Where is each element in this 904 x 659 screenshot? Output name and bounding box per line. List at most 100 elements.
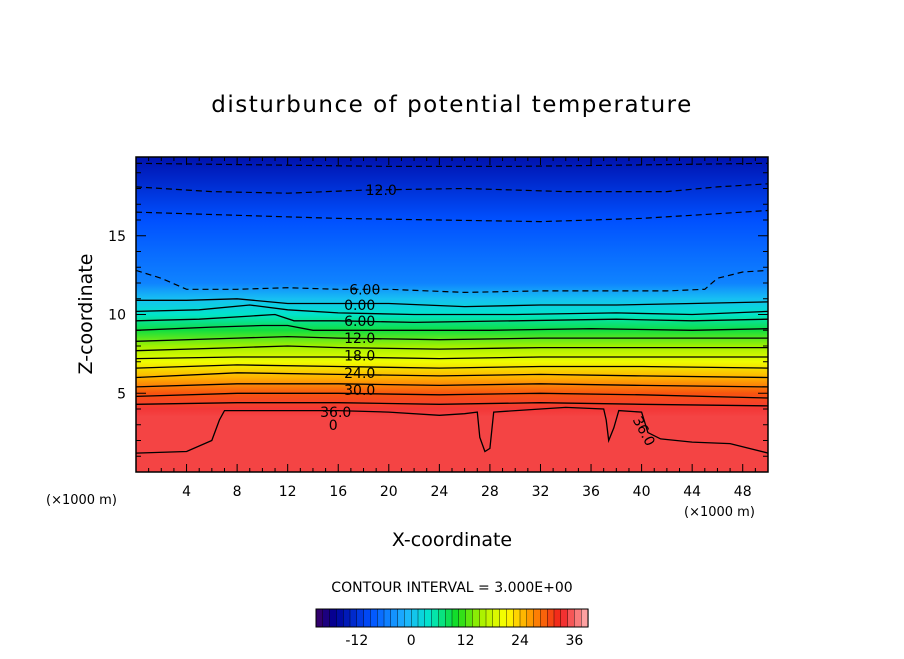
x-unit-left: (×1000 m) (46, 493, 117, 508)
colorbar-swatch (581, 608, 589, 628)
colorbar-swatch (397, 608, 406, 628)
contour-label: 36.0 (320, 405, 351, 421)
colorbar-swatch (540, 608, 548, 628)
colorbar-swatch (492, 608, 501, 628)
contour-label-text: 0.00 (344, 298, 375, 314)
colorbar-swatch (499, 608, 508, 628)
colorbar-swatch (356, 608, 365, 628)
colorbar-swatch (370, 608, 378, 628)
colorbar-tick-label: 12 (457, 633, 475, 649)
contour-line (136, 406, 768, 454)
x-tick-label: 28 (481, 484, 499, 500)
colorbar-tick-label: -12 (345, 633, 368, 649)
contour-line (136, 324, 768, 331)
contour-label-text: 36.0 (320, 405, 351, 421)
contour-label: 0 (329, 418, 338, 434)
contour-label: 18.0 (344, 348, 375, 364)
contour-line (136, 335, 768, 342)
y-axis-ticks: 5 10 15 (108, 172, 768, 457)
colorbar-swatch (458, 608, 467, 628)
contour-line (136, 383, 768, 388)
colorbar-swatch (417, 608, 426, 628)
contour-line (136, 402, 768, 407)
colorbar-swatch (390, 608, 399, 628)
colorbar-swatch (336, 608, 344, 628)
contour-line (136, 372, 768, 379)
y-tick-label: 5 (117, 386, 126, 402)
contour-label: 24.0 (344, 366, 375, 382)
x-tick-label: 48 (734, 484, 752, 500)
x-tick-label: 36 (582, 484, 600, 500)
colorbar-swatch (404, 608, 412, 628)
contour-label-text: 6.00 (344, 314, 375, 330)
colorbar-swatch (431, 608, 440, 628)
contour-line (136, 356, 768, 360)
colorbar-swatch (472, 608, 480, 628)
contour-label-text: 0 (329, 418, 338, 434)
contour-line (136, 298, 768, 308)
contour-label-text: 24.0 (344, 366, 375, 382)
contour-line (136, 392, 768, 399)
contour-line (136, 304, 768, 316)
colorbar-swatch (315, 608, 324, 628)
colorbar-ticks: -12 0 12 24 36 (345, 633, 583, 649)
colorbar-swatch (519, 608, 528, 628)
contour-line (136, 209, 768, 223)
colorbar-swatch (383, 608, 392, 628)
colorbar-swatch (506, 608, 514, 628)
contour-label-text: 18.0 (344, 348, 375, 364)
contour-label: 6.00 (344, 314, 375, 330)
colorbar-swatch (465, 608, 474, 628)
x-tick-label: 8 (233, 484, 242, 500)
contour-label-text: 12.0 (344, 331, 375, 347)
colorbar-swatch (438, 608, 446, 628)
contour-label: 30.0 (344, 383, 375, 399)
colorbar-swatch (349, 608, 358, 628)
x-tick-label: 16 (329, 484, 347, 500)
colorbar (315, 608, 589, 628)
contour-label-text: 6.00 (349, 282, 380, 298)
contour-interval-text: CONTOUR INTERVAL = 3.000E+00 (331, 580, 572, 596)
contour-label: 12.0 (366, 183, 397, 199)
x-tick-label: 44 (683, 484, 701, 500)
contour-line (136, 183, 768, 194)
colorbar-frame (315, 608, 589, 628)
chart-title: disturbunce of potential temperature (211, 92, 693, 118)
y-tick-label: 15 (108, 229, 126, 245)
colorbar-swatch (322, 608, 331, 628)
colorbar-swatch (424, 608, 433, 628)
colorbar-swatch (533, 608, 541, 628)
contour-lines (136, 162, 768, 454)
contour-label: 12.0 (344, 331, 375, 347)
x-tick-label: 32 (532, 484, 550, 500)
contour-label: 0.00 (344, 298, 375, 314)
colorbar-swatch (513, 608, 521, 628)
colorbar-swatch (445, 608, 453, 628)
x-tick-label: 40 (633, 484, 651, 500)
colorbar-swatch (451, 608, 460, 628)
colorbar-tick-label: 36 (565, 633, 583, 649)
plot-frame (135, 156, 769, 473)
colorbar-swatch (526, 608, 535, 628)
colorbar-tick-label: 24 (511, 633, 529, 649)
x-tick-label: 4 (182, 484, 191, 500)
contour-line (136, 313, 768, 324)
colorbar-swatch (329, 608, 338, 628)
x-unit-right: (×1000 m) (684, 505, 755, 520)
colorbar-swatch (485, 608, 494, 628)
colorbar-swatch (574, 608, 582, 628)
x-tick-label: 20 (380, 484, 398, 500)
colorbar-tick-label: 0 (407, 633, 416, 649)
contour-label-text: 30.0 (344, 383, 375, 399)
contour-label: 6.00 (349, 282, 380, 298)
contour-label-text: 12.0 (366, 183, 397, 199)
colorbar-swatch (547, 608, 555, 628)
x-tick-label: 24 (430, 484, 448, 500)
colorbar-swatch (377, 608, 385, 628)
x-axis-label: X-coordinate (392, 529, 512, 551)
contour-line (136, 269, 768, 294)
